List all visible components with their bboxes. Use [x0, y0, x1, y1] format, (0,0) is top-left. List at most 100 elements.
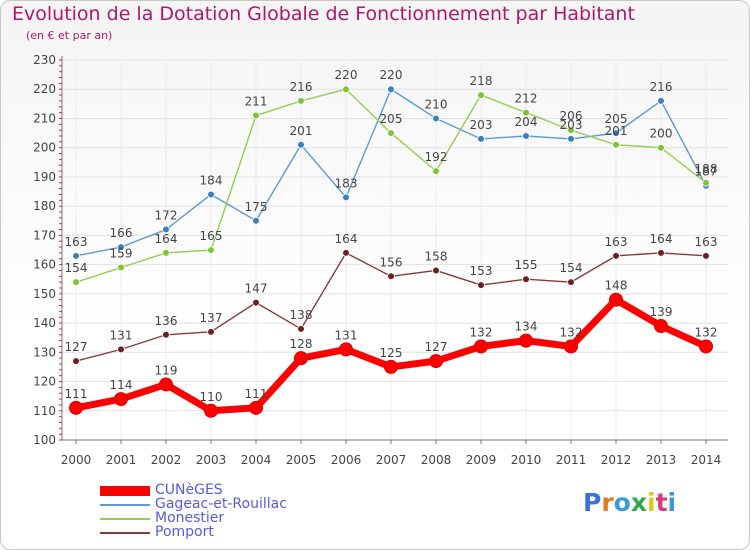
data-label: 132: [560, 325, 583, 339]
data-point: [654, 319, 668, 333]
y-tick-label: 230: [33, 53, 56, 67]
data-point: [162, 249, 170, 257]
data-label: 158: [425, 249, 448, 263]
data-point: [342, 249, 350, 257]
chart-subtitle: (en € et par an): [26, 29, 113, 42]
data-label: 111: [65, 387, 88, 401]
legend-label: Pomport: [155, 524, 214, 540]
legend-item: Pomport: [100, 524, 360, 540]
data-label: 154: [560, 261, 583, 275]
data-label: 164: [650, 232, 673, 246]
data-label: 163: [605, 235, 628, 249]
data-point: [207, 246, 215, 254]
x-tick-label: 2004: [241, 453, 272, 467]
data-label: 127: [425, 340, 448, 354]
data-point: [117, 263, 125, 272]
brand-letter: P: [583, 488, 602, 517]
data-label: 210: [425, 97, 448, 111]
data-label: 175: [245, 200, 268, 214]
legend-swatch: [100, 504, 150, 506]
y-tick-label: 140: [33, 316, 56, 330]
chart-title: Evolution de la Dotation Globale de Fonc…: [12, 3, 635, 25]
y-tick-label: 100: [33, 433, 56, 447]
legend-swatch: [100, 518, 150, 520]
data-point: [117, 243, 125, 251]
data-label: 206: [560, 109, 583, 123]
data-point: [699, 339, 713, 354]
data-label: 138: [290, 308, 313, 322]
data-point: [567, 135, 575, 143]
data-label: 119: [155, 363, 178, 377]
data-label: 155: [515, 258, 538, 272]
data-point: [297, 97, 305, 105]
data-label: 156: [380, 255, 403, 269]
legend-item: CUNèGES: [100, 482, 360, 498]
data-point: [432, 266, 440, 275]
data-label: 127: [65, 340, 88, 354]
data-label: 205: [380, 112, 403, 126]
data-point: [387, 272, 395, 281]
data-label: 163: [695, 235, 718, 249]
data-point: [564, 339, 578, 354]
data-point: [657, 143, 665, 152]
y-tick-label: 200: [33, 141, 56, 155]
series-gageac-et-rouillac: [72, 85, 710, 260]
data-label: 128: [290, 337, 313, 351]
legend-swatch: [100, 486, 150, 496]
y-tick-label: 150: [33, 287, 56, 301]
data-point: [657, 249, 665, 257]
data-point: [159, 377, 173, 392]
x-tick-label: 2002: [151, 453, 182, 467]
data-point: [72, 252, 80, 260]
data-label: 187: [695, 165, 718, 179]
data-point: [72, 278, 80, 286]
y-tick-label: 130: [33, 345, 56, 359]
data-point: [342, 85, 350, 94]
data-label: 164: [155, 232, 178, 246]
data-point: [252, 216, 260, 225]
data-point: [522, 132, 530, 140]
legend-item: Monestier: [100, 510, 360, 526]
data-label: 201: [290, 124, 313, 138]
data-point: [567, 278, 575, 286]
data-point: [522, 275, 530, 284]
data-point: [294, 351, 308, 366]
data-label: 204: [515, 115, 538, 129]
y-tick-label: 160: [33, 258, 56, 272]
data-point: [612, 129, 620, 137]
data-label: 201: [605, 124, 628, 138]
data-label: 131: [110, 328, 133, 342]
data-point: [387, 85, 395, 94]
data-point: [252, 111, 260, 120]
data-point: [117, 345, 125, 354]
data-label: 203: [470, 118, 493, 132]
y-tick-label: 220: [33, 82, 56, 96]
data-label: 183: [335, 176, 358, 190]
data-label: 165: [200, 229, 223, 243]
series-pomport: [72, 249, 710, 365]
x-tick-label: 2003: [196, 453, 227, 467]
data-label: 159: [110, 247, 133, 261]
data-label: 200: [650, 127, 673, 141]
y-tick-label: 210: [33, 111, 56, 125]
data-point: [432, 167, 440, 175]
proxiti-logo: Proxiti: [583, 488, 676, 517]
x-tick-label: 2005: [286, 453, 317, 467]
data-label: 166: [110, 226, 133, 240]
legend-label: CUNèGES: [155, 482, 223, 498]
data-label: 192: [425, 150, 448, 164]
data-point: [609, 292, 623, 307]
brand-letter: i: [647, 488, 656, 517]
data-label: 131: [335, 328, 358, 342]
data-point: [384, 359, 398, 374]
x-tick-label: 2013: [646, 453, 677, 467]
data-point: [249, 400, 263, 415]
data-point: [297, 140, 305, 149]
axes: [59, 56, 728, 444]
y-tick-label: 180: [33, 199, 56, 213]
data-point: [477, 135, 485, 143]
data-point: [204, 403, 218, 418]
x-tick-label: 2010: [511, 453, 542, 467]
data-point: [657, 97, 665, 105]
